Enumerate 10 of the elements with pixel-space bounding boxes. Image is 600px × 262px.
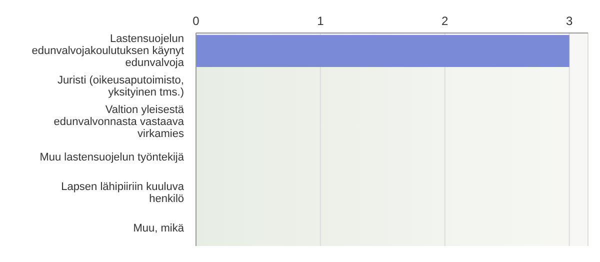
x-tick-label: 0 xyxy=(192,14,200,28)
y-tick-label: Muu, mikä xyxy=(133,222,185,234)
x-tick-label: 2 xyxy=(442,14,449,28)
x-tick-label: 3 xyxy=(566,14,573,28)
y-tick-label: Valtion yleisestä edunvalvonnasta vastaava virkamies xyxy=(54,104,185,140)
y-tick-label: Lastensuojelun edunvalvojakoulutuksen käynyt edunvalvoja xyxy=(32,32,185,69)
y-tick-label: Lapsen lähipiiriin kuuluva henkilö xyxy=(61,180,185,205)
y-tick-label: Juristi (oikeusaputoimisto, yksityinen tms.) xyxy=(57,74,184,98)
x-tick-label: 1 xyxy=(317,14,324,28)
y-tick-label: Muu lastensuojelun työntekijä xyxy=(40,151,185,164)
